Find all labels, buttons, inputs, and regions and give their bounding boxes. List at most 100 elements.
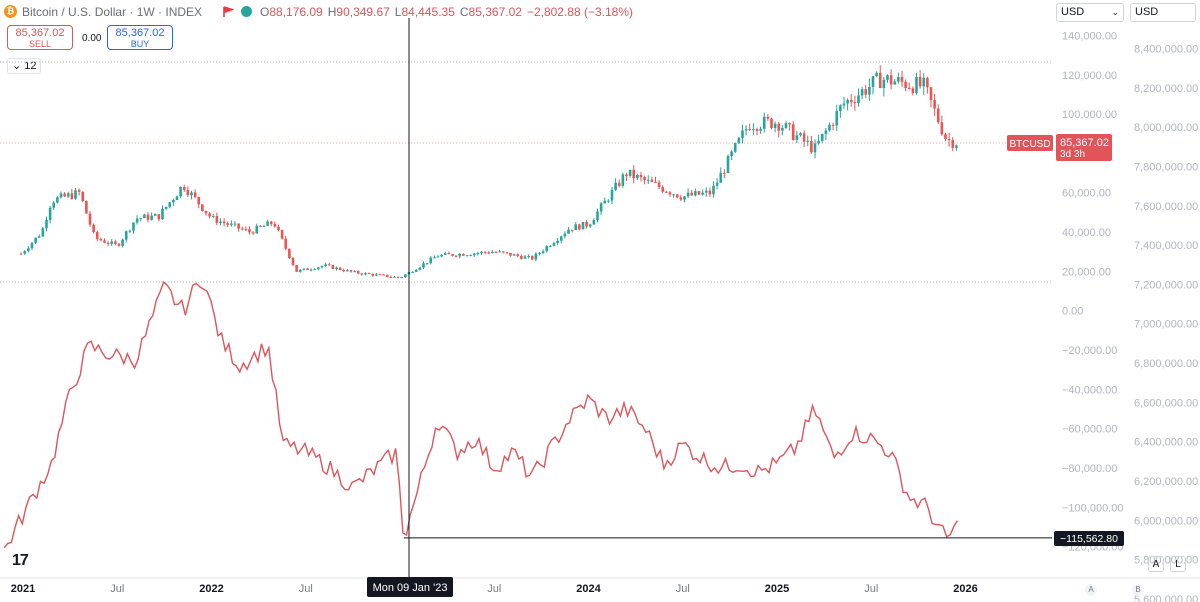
crosshair-time-label-bg [367,577,453,597]
ohlc-key: O [260,5,270,19]
candle [744,129,748,131]
ohlc-value: 88,176.09 [269,5,323,19]
auto-scale-button[interactable]: A [1148,556,1164,572]
candle [752,129,755,131]
buy-button[interactable]: 85,367.02 BUY [107,25,173,50]
candle [933,100,936,109]
candle [139,218,143,220]
candle [476,253,480,255]
candle [95,232,99,239]
candle [41,228,45,237]
candle [302,268,306,270]
countdown-label: 3d 3h [1060,149,1085,160]
candle [172,199,175,203]
candle [936,108,940,123]
candle [897,77,900,82]
candle [306,268,309,270]
candle [940,122,944,135]
candle [918,76,922,87]
candle [636,174,639,179]
candle [45,219,48,229]
last-price-label: 85,367.02 [1060,137,1109,149]
candle [248,229,251,233]
candle [512,254,516,256]
candle [824,130,828,134]
candle [578,224,581,230]
candle [694,191,697,196]
candle [186,189,190,196]
time-axis-tick: 2021 [11,583,35,595]
flag-icon[interactable] [222,6,234,18]
candle [625,174,628,176]
candle [284,238,288,249]
price-axis-tick: −80,000.00 [1062,463,1117,475]
candle [266,221,269,226]
price-axis-tick: 100,000.00 [1062,109,1117,121]
candle [723,172,726,174]
candle [161,208,164,220]
candle [396,276,400,278]
candle [291,258,295,266]
candle [56,197,59,203]
candle [817,140,820,144]
candle [23,251,27,254]
candle [646,179,650,181]
candle [237,223,240,229]
right-axis-tick: 6,400,000.00 [1134,437,1198,449]
sell-price: 85,367.02 [15,27,65,39]
ohlc-key: H [327,5,337,19]
candle [422,263,425,268]
candle [538,252,541,254]
market-status-icon [241,6,252,17]
candle [839,105,842,111]
candle [520,256,523,259]
right-axis-tick: 7,200,000.00 [1134,279,1198,291]
candle [414,269,418,272]
axis-a-button[interactable]: A [1085,584,1097,596]
candle [911,88,915,94]
currency-select-left[interactable]: USD ⌄ [1056,3,1124,22]
candle [762,116,766,129]
candle [288,248,291,259]
candle [596,211,599,220]
candle [621,174,625,186]
candle [269,221,273,224]
log-scale-button[interactable]: L [1170,556,1186,572]
candle [106,242,110,244]
candle [574,224,578,231]
indicators-collapse-button[interactable]: ⌄ 12 [7,58,41,74]
candle [135,218,139,223]
tradingview-logo-icon: 17 [12,552,29,569]
candle [501,251,505,253]
candle [730,151,733,157]
currency-select-right[interactable]: USD [1130,3,1196,22]
sell-button[interactable]: 85,367.02 SELL [7,25,73,50]
right-axis-tick: 7,600,000.00 [1134,201,1198,213]
candle [534,253,538,260]
chevron-down-icon: ⌄ [12,60,22,72]
candle [527,256,530,258]
indicator-line [3,280,959,549]
candle [277,226,280,231]
candle [683,196,686,200]
candle [222,221,226,224]
candle [868,86,871,95]
price-axis-tick: −20,000.00 [1062,345,1117,357]
candle [208,213,211,217]
candle [708,190,712,195]
candle [259,225,262,227]
ohlc-value: 84,445.35 [401,5,455,19]
symbol-title[interactable]: Bitcoin / U.S. Dollar · 1W · INDEX [22,5,203,19]
candle [603,200,607,204]
axis-b-button[interactable]: B [1132,584,1144,596]
candle [915,76,918,94]
candle [211,215,215,217]
candle [327,264,331,266]
chevron-down-icon: ⌄ [1111,7,1119,17]
candle [715,182,719,186]
candle [280,230,284,239]
candle [549,245,552,247]
candle [146,214,150,220]
